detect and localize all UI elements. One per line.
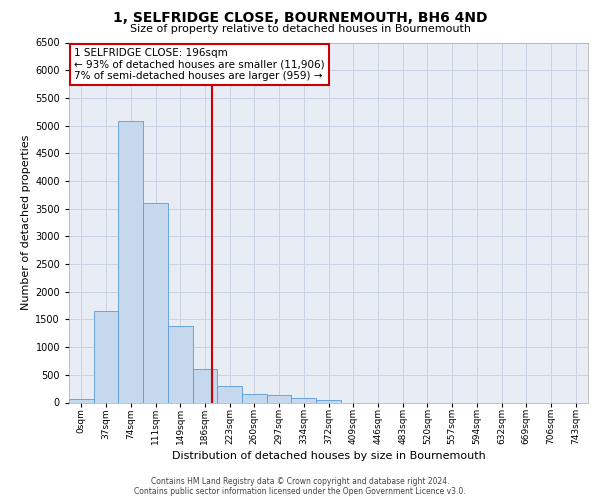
Text: Contains HM Land Registry data © Crown copyright and database right 2024.
Contai: Contains HM Land Registry data © Crown c…	[134, 476, 466, 496]
Bar	[242, 394, 267, 402]
Bar	[143, 203, 168, 402]
Bar	[316, 400, 341, 402]
Bar	[69, 400, 94, 402]
Bar	[94, 311, 118, 402]
Bar	[267, 396, 292, 402]
Bar	[118, 121, 143, 402]
Bar	[193, 370, 217, 402]
Text: 1 SELFRIDGE CLOSE: 196sqm
← 93% of detached houses are smaller (11,906)
7% of se: 1 SELFRIDGE CLOSE: 196sqm ← 93% of detac…	[74, 48, 325, 81]
Text: Size of property relative to detached houses in Bournemouth: Size of property relative to detached ho…	[130, 24, 470, 34]
Y-axis label: Number of detached properties: Number of detached properties	[21, 135, 31, 310]
Text: 1, SELFRIDGE CLOSE, BOURNEMOUTH, BH6 4ND: 1, SELFRIDGE CLOSE, BOURNEMOUTH, BH6 4ND	[113, 11, 487, 25]
Bar	[168, 326, 193, 402]
Bar	[217, 386, 242, 402]
X-axis label: Distribution of detached houses by size in Bournemouth: Distribution of detached houses by size …	[172, 452, 485, 462]
Bar	[292, 398, 316, 402]
